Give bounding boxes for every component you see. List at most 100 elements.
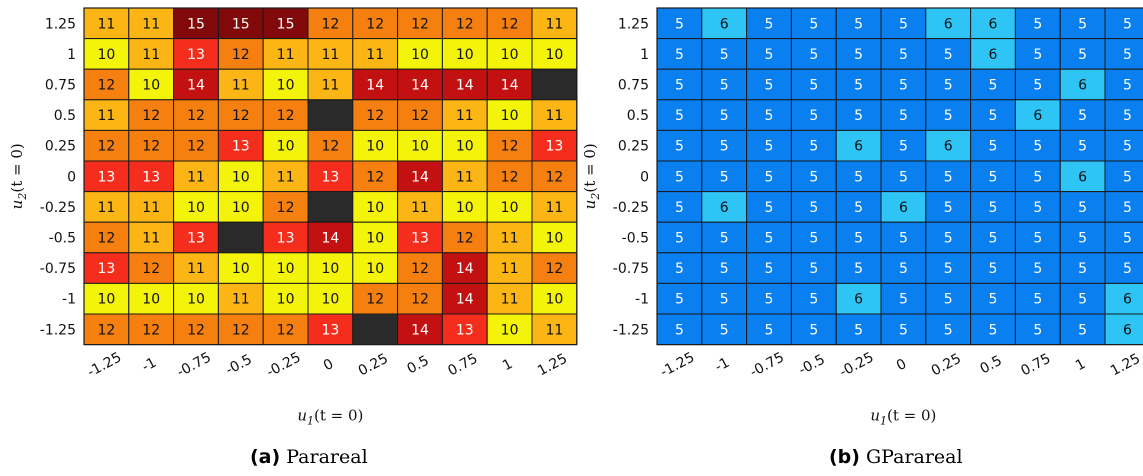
heatmap-cell: [1104, 99, 1143, 131]
cell-value-label: 11: [142, 47, 160, 63]
cell-value-label: 10: [321, 292, 339, 308]
heatmap-cell: [880, 252, 927, 284]
cell-value-label: 12: [545, 169, 563, 185]
cell-value-label: 5: [854, 200, 863, 216]
y-tick-label: 0.75: [618, 78, 649, 94]
heatmap-cell: [880, 313, 927, 346]
cell-value-label: 5: [1033, 78, 1042, 94]
cell-value-label: 5: [1123, 139, 1132, 155]
y-tick-label: 0.75: [45, 78, 76, 94]
cell-value-label: 6: [720, 16, 729, 32]
heatmap-cell: [880, 282, 927, 315]
heatmap-cell: [1104, 7, 1143, 40]
cell-value-label: 5: [899, 78, 908, 94]
heatmap-cell: [531, 160, 578, 193]
cell-value-label: 12: [97, 78, 115, 94]
cell-value-label: 5: [765, 78, 774, 94]
heatmap-cell: [970, 38, 1016, 70]
heatmap-cell: [531, 252, 578, 284]
x-tick-label: 0.75: [445, 351, 480, 380]
cell-value-label: 5: [899, 322, 908, 338]
cell-value-label: 10: [232, 169, 250, 185]
heatmap-cell: [441, 129, 488, 162]
heatmap-cell: [307, 7, 354, 40]
cell-value-label: 15: [187, 16, 205, 32]
cell-value-label: 11: [277, 47, 295, 63]
cell-value-label: 5: [765, 139, 774, 155]
cell-value-label: 5: [765, 231, 774, 247]
y-axis-label: u2(t = 0): [581, 143, 602, 209]
heatmap-cell: [790, 160, 837, 193]
heatmap-cell: [128, 191, 175, 223]
heatmap-cell: [262, 221, 309, 254]
heatmap-cell: [262, 38, 309, 70]
cell-value-label: 12: [366, 169, 384, 185]
heatmap-cell: [925, 99, 972, 131]
cell-value-label: 15: [232, 16, 250, 32]
heatmap-cell: [262, 252, 309, 284]
cell-value-label: 5: [1123, 261, 1132, 277]
heatmap-cell: [441, 38, 488, 70]
heatmap-cell: [1014, 68, 1061, 101]
cell-value-label: 12: [411, 16, 429, 32]
y-tick-label: 1: [640, 47, 649, 63]
heatmap-cell: [441, 68, 488, 101]
heatmap-cell: [790, 99, 837, 131]
heatmap-cell: [397, 7, 443, 40]
cell-value-label: 5: [720, 231, 729, 247]
x-tick-label: -1: [712, 355, 732, 376]
heatmap-cell: [128, 282, 175, 315]
heatmap-cell: [656, 99, 703, 131]
cell-value-label: 14: [366, 78, 384, 94]
cell-value-label: 12: [321, 16, 339, 32]
heatmap-cell: [128, 160, 175, 193]
heatmap-cell: [656, 252, 703, 284]
cell-value-label: 13: [187, 231, 205, 247]
cell-value-label: 5: [1033, 200, 1042, 216]
heatmap-cell: [925, 38, 972, 70]
heatmap-cell: [970, 191, 1016, 223]
heatmap-cell: [262, 68, 309, 101]
y-tick-label: -1.25: [613, 322, 649, 338]
cell-value-label: 12: [142, 108, 160, 124]
cell-value-label: 5: [765, 16, 774, 32]
heatmap-cell: [1104, 160, 1143, 193]
cell-value-label: 13: [142, 169, 160, 185]
cell-value-label: 11: [545, 108, 563, 124]
cell-value-label: 5: [854, 231, 863, 247]
cell-value-label: 5: [1078, 200, 1087, 216]
heatmap-cell: [970, 7, 1016, 40]
heatmap-cell: [656, 7, 703, 40]
cell-value-label: 5: [899, 139, 908, 155]
heatmap-cell: [1059, 221, 1106, 254]
cell-value-label: 5: [1033, 169, 1042, 185]
cell-value-label: 11: [232, 292, 250, 308]
heatmap-cell: [486, 38, 533, 70]
cell-value-label: 11: [232, 78, 250, 94]
cell-value-label: 5: [944, 322, 953, 338]
cell-value-label: 5: [765, 169, 774, 185]
panel-caption: (a) Parareal: [250, 446, 368, 468]
cell-value-label: 5: [989, 231, 998, 247]
cell-value-label: 5: [765, 200, 774, 216]
cell-value-label: 13: [97, 169, 115, 185]
cell-value-label: 5: [809, 78, 818, 94]
x-tick-label: 0: [894, 356, 909, 374]
cell-value-label: 11: [321, 78, 339, 94]
heatmap-cell: [352, 191, 399, 223]
cell-value-label: 5: [1078, 322, 1087, 338]
heatmap-cell: [83, 160, 130, 193]
x-tick-label: -0.5: [223, 352, 255, 379]
cell-value-label: 12: [187, 322, 205, 338]
heatmap-cell: [835, 99, 882, 131]
cell-value-label: 10: [501, 322, 519, 338]
heatmap-cell: [835, 313, 882, 346]
cell-value-label: 5: [1078, 47, 1087, 63]
cell-value-label: 10: [545, 292, 563, 308]
x-tick-label: 0.5: [978, 353, 1005, 378]
x-tick-label: 0.5: [405, 353, 432, 378]
heatmap-cell: [746, 160, 792, 193]
cell-value-label: 12: [501, 16, 519, 32]
x-tick-label: -0.75: [174, 349, 214, 380]
